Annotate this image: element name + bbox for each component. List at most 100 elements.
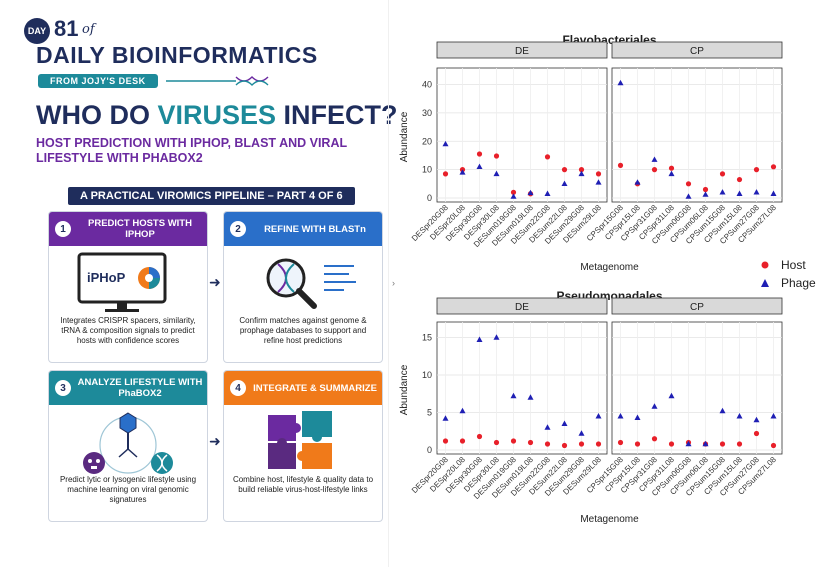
host-point (561, 167, 568, 173)
host-point (527, 439, 534, 446)
facet-de: DEDESpr20G08DESpr20L08DESpr30G08DESpr30L… (410, 297, 608, 501)
phage-point (651, 403, 658, 409)
host-point (668, 441, 675, 447)
x-axis-label: Metagenome (580, 262, 639, 273)
chart-panel: Flavobacteriales Abundance Metagenome 0 10 20… (395, 26, 840, 567)
legend-host-marker (757, 259, 773, 271)
host-point (719, 441, 726, 447)
facet-label: DE (515, 302, 529, 313)
host-point (770, 164, 777, 170)
phage-point (617, 79, 624, 86)
headline: WHO DO VIRUSES INFECT? (36, 100, 398, 131)
card-header: 3 ANALYZE LIFESTYLE WITH PhaBOX2 (49, 371, 207, 405)
y-tick-label: 10 (422, 370, 432, 380)
day-of: of (82, 22, 95, 37)
phage-point (719, 407, 726, 414)
phage-point (736, 413, 743, 419)
host-point (578, 167, 585, 173)
infographic-panel: DAY 81 of DAILY BIOINFORMATICS FROM JOJY… (18, 8, 398, 556)
phage-point (617, 413, 624, 419)
phage-point (561, 180, 568, 187)
host-point (685, 181, 692, 187)
facet-de: DEDESpr20G08DESpr20L08DESpr30G08DESpr30L… (410, 41, 608, 249)
phage-point (770, 190, 777, 196)
phage-point (493, 170, 500, 177)
phage-point (753, 416, 760, 423)
y-tick-label: 0 (427, 193, 432, 203)
host-point (493, 153, 500, 159)
facet-panel (611, 321, 783, 455)
facet-label: CP (690, 302, 704, 313)
phage-point (668, 170, 675, 177)
phage-point (685, 440, 692, 447)
card-refine-blast: 2 REFINE WITH BLASTn Confirm matches aga… (223, 211, 383, 363)
facet-panel (436, 67, 608, 203)
host-point (719, 171, 726, 177)
card-header: 4 INTEGRATE & SUMMARIZE (224, 371, 382, 405)
host-point (476, 151, 483, 157)
host-point (736, 441, 743, 447)
card-text: Predict lytic or lysogenic lifestyle usi… (59, 475, 197, 504)
facet-cp: CPCPSpr15G08CPSpr15L08CPSpr31G08CPSpr31L… (585, 297, 783, 498)
phage-icon (49, 405, 207, 475)
facet-strip (436, 297, 608, 315)
phage-point (544, 190, 551, 196)
facet-strip (611, 41, 783, 59)
host-point (617, 162, 624, 168)
host-point (510, 438, 517, 444)
subhead: HOST PREDICTION WITH IPHOP, BLAST AND VI… (36, 136, 347, 165)
pipeline-banner: A PRACTICAL VIROMICS PIPELINE – PART 4 O… (68, 187, 355, 205)
facet-cp: CPCPSpr15G08CPSpr15L08CPSpr31G08CPSpr31L… (585, 41, 783, 246)
x-axis-label: Metagenome (580, 514, 639, 525)
headline-part2: INFECT? (276, 100, 398, 130)
card-header: 1 PREDICT HOSTS WITH IPHOP (49, 212, 207, 246)
legend-item-host: Host (757, 256, 835, 274)
from-pill: FROM JOJY'S DESK (38, 74, 158, 88)
facet-panel (436, 321, 608, 455)
legend-phage-marker (757, 277, 773, 289)
card-title: REFINE WITH BLASTn (264, 223, 366, 235)
series-title: DAILY BIOINFORMATICS (36, 42, 318, 68)
day-badge: DAY (24, 18, 50, 44)
phage-point (510, 392, 517, 399)
legend-phage-label: Phage (781, 276, 816, 290)
phage-point (442, 415, 449, 421)
host-point (476, 433, 483, 440)
host-point (770, 442, 777, 449)
host-point (442, 171, 449, 177)
card-header: 2 REFINE WITH BLASTn (224, 212, 382, 246)
card-analyze-lifestyle: 3 ANALYZE LIFESTYLE WITH PhaBOX2 Predict… (48, 370, 208, 522)
phage-point (476, 163, 483, 169)
chart-flavobacteriales: FlavobacterialesAbundanceMetagenome01020… (399, 33, 783, 273)
y-tick-label: 15 (422, 333, 432, 343)
card-predict-hosts: 1 PREDICT HOSTS WITH IPHOP iPHoP Integra… (48, 211, 208, 363)
phage-point (651, 156, 658, 162)
card-number: 3 (55, 380, 71, 396)
phage-point (668, 392, 675, 399)
headline-part1: WHO DO (36, 100, 158, 130)
host-point (493, 439, 500, 446)
card-text: Confirm matches against genome & prophag… (239, 316, 367, 345)
card-title: INTEGRATE & SUMMARIZE (253, 382, 377, 394)
host-point (702, 186, 709, 193)
card-number: 4 (230, 380, 246, 396)
y-axis-label: Abundance (399, 111, 410, 162)
headline-accent: VIRUSES (157, 100, 277, 130)
card-title: PREDICT HOSTS WITH IPHOP (88, 218, 192, 240)
facet-panel (611, 67, 783, 203)
phage-point (634, 414, 641, 420)
phage-point (476, 336, 483, 342)
host-point (634, 441, 641, 447)
host-point (617, 439, 624, 446)
host-point (595, 171, 602, 177)
phage-point (527, 189, 534, 196)
phage-point (753, 189, 760, 195)
host-point (595, 441, 602, 447)
phage-point (578, 170, 585, 177)
phage-point (578, 430, 585, 436)
phage-point (510, 193, 517, 199)
phage-point (685, 193, 692, 199)
phage-point (544, 424, 551, 430)
phage-point (719, 189, 726, 195)
day-number: 81 (54, 16, 79, 41)
